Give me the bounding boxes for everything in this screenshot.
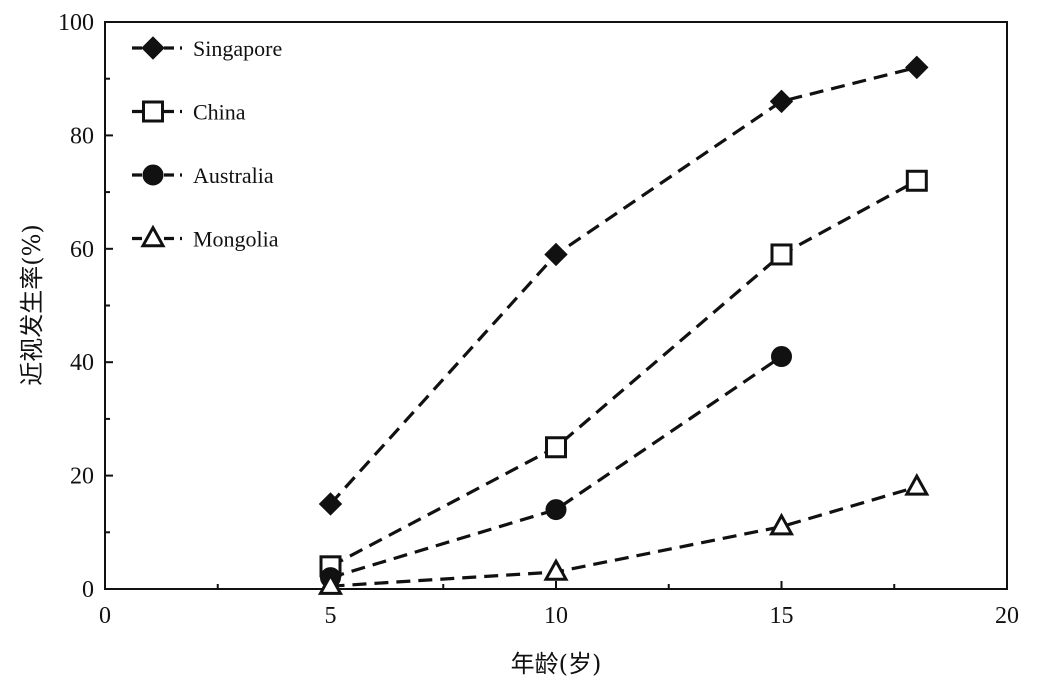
data-point-singapore	[905, 55, 929, 80]
data-point-singapore	[769, 89, 794, 114]
axis-ticks: 0 5 10 15 20 0 20 40 60 80 100	[58, 10, 1019, 629]
legend: Singapore China Australia Mongolia	[132, 36, 282, 252]
legend-marker-china	[142, 100, 164, 123]
series-markers	[317, 55, 930, 595]
x-tick-label: 10	[544, 603, 568, 629]
legend-marker-mongolia	[140, 224, 166, 248]
data-point-australia	[545, 499, 567, 521]
y-tick-label: 60	[70, 237, 94, 263]
legend-marker-singapore	[141, 36, 165, 60]
legend-label-australia: Australia	[193, 163, 274, 188]
data-point-mongolia	[317, 572, 344, 595]
series-lines	[329, 65, 918, 588]
series-line-australia	[330, 355, 783, 580]
data-point-mongolia	[543, 558, 569, 581]
data-point-australia	[771, 346, 792, 368]
series-line-china	[329, 179, 918, 568]
y-tick-label: 80	[70, 123, 94, 149]
data-point-china	[770, 243, 793, 266]
x-tick-label: 5	[325, 603, 337, 629]
x-tick-label: 15	[770, 603, 794, 629]
legend-label-mongolia: Mongolia	[193, 227, 279, 252]
legend-label-china: China	[193, 100, 246, 125]
y-tick-label: 40	[70, 350, 94, 376]
data-point-china	[905, 169, 928, 192]
y-tick-label: 0	[82, 577, 94, 603]
x-tick-label: 0	[99, 603, 111, 629]
series-line-singapore	[329, 65, 918, 506]
data-point-singapore	[318, 492, 343, 516]
data-point-mongolia	[768, 512, 795, 536]
data-point-singapore	[544, 242, 568, 267]
data-point-mongolia	[904, 473, 930, 496]
x-axis-title: 年龄(岁)	[511, 650, 602, 678]
data-point-china	[545, 436, 567, 459]
y-axis-title: 近视发生率(%)	[18, 224, 46, 386]
legend-marker-australia	[142, 164, 164, 186]
legend-label-singapore: Singapore	[193, 36, 282, 61]
x-tick-label: 20	[995, 603, 1019, 629]
series-line-mongolia	[330, 485, 918, 588]
y-tick-label: 100	[58, 10, 94, 36]
y-tick-label: 20	[70, 464, 94, 490]
